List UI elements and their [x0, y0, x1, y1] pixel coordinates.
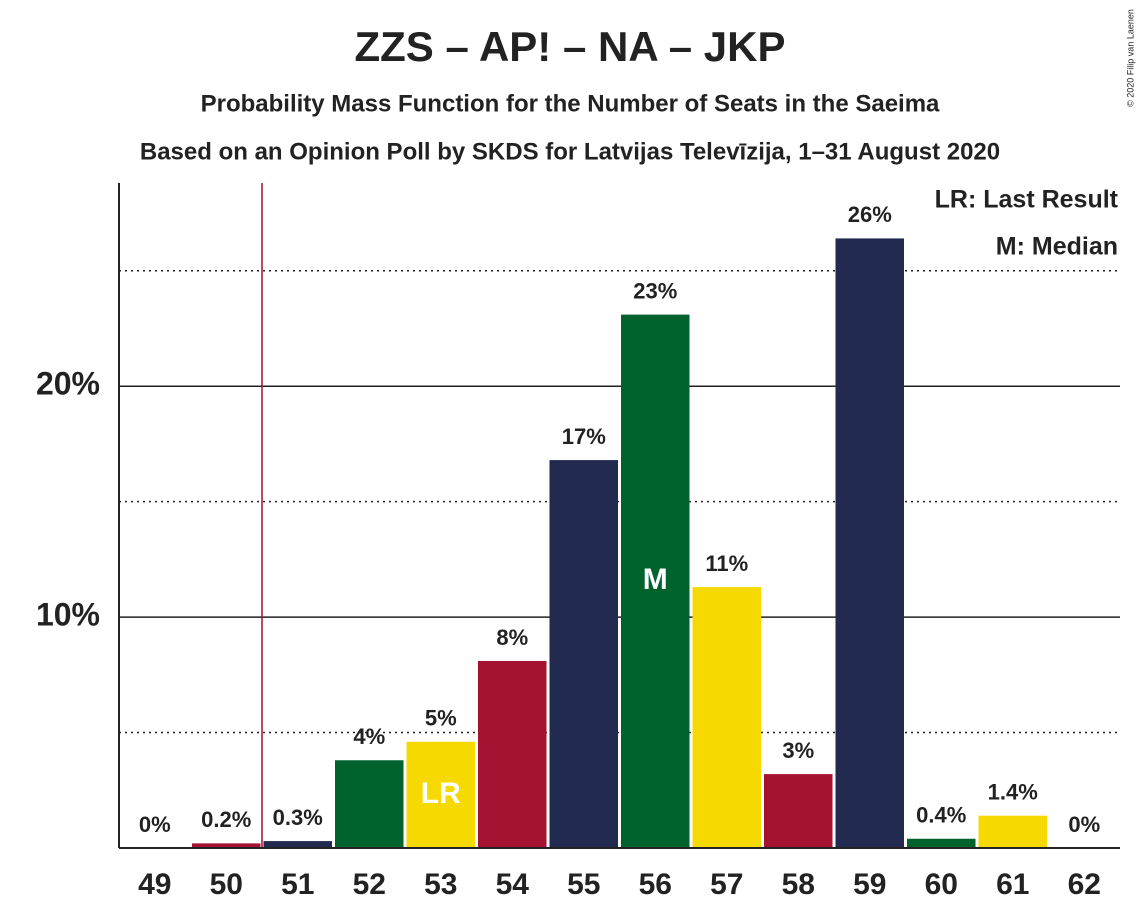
bar [907, 838, 976, 848]
x-tick-label: 51 [281, 868, 314, 901]
bar [835, 238, 904, 848]
x-tick-label: 55 [567, 868, 600, 901]
chart-subtitle: Probability Mass Function for the Number… [201, 90, 940, 117]
chart-subtitle: Based on an Opinion Poll by SKDS for Lat… [140, 138, 1000, 165]
bar [692, 587, 761, 848]
x-tick-label: 60 [925, 868, 958, 901]
value-label: 0.3% [273, 805, 323, 830]
x-tick-label: 58 [782, 868, 815, 901]
bar [406, 741, 475, 848]
grid [119, 269, 1120, 734]
bar [764, 774, 833, 848]
value-label: 26% [848, 202, 892, 227]
bar [335, 760, 404, 848]
bar [621, 314, 690, 848]
copyright: © 2020 Filip van Laenen [1125, 9, 1135, 107]
x-tick-label: 57 [710, 868, 743, 901]
x-tick-label: 54 [496, 868, 530, 901]
value-label: 8% [496, 625, 528, 650]
bar [549, 460, 618, 848]
last-result-marker: LR [421, 777, 461, 810]
bar [478, 660, 547, 848]
value-label: 17% [562, 424, 606, 449]
value-label: 0.2% [201, 807, 251, 832]
median-marker: M [643, 563, 668, 596]
x-tick-label: 49 [138, 868, 171, 901]
x-tick-label: 56 [639, 868, 672, 901]
bar [978, 815, 1047, 848]
x-tick-label: 52 [353, 868, 386, 901]
y-tick-label: 20% [36, 366, 100, 402]
value-label: 0.4% [916, 803, 966, 828]
bar [192, 843, 261, 848]
legend-entry: M: Median [996, 233, 1118, 261]
value-label: 11% [705, 551, 748, 576]
y-tick-label: 10% [36, 597, 100, 633]
value-label: 23% [633, 278, 677, 303]
x-tick-label: 59 [853, 868, 886, 901]
legend-entry: LR: Last Result [935, 186, 1119, 214]
x-tick-label: 53 [424, 868, 457, 901]
value-label: 0% [1068, 812, 1100, 837]
chart-title: ZZS – AP! – NA – JKP [355, 23, 786, 70]
value-label: 0% [139, 812, 171, 837]
value-label: 4% [353, 724, 385, 749]
value-label: 3% [782, 738, 814, 763]
x-tick-label: 61 [996, 868, 1029, 901]
x-tick-label: 62 [1068, 868, 1101, 901]
value-label: 5% [425, 706, 457, 731]
x-tick-label: 50 [210, 868, 243, 901]
bar [263, 841, 332, 848]
value-label: 1.4% [988, 779, 1038, 804]
